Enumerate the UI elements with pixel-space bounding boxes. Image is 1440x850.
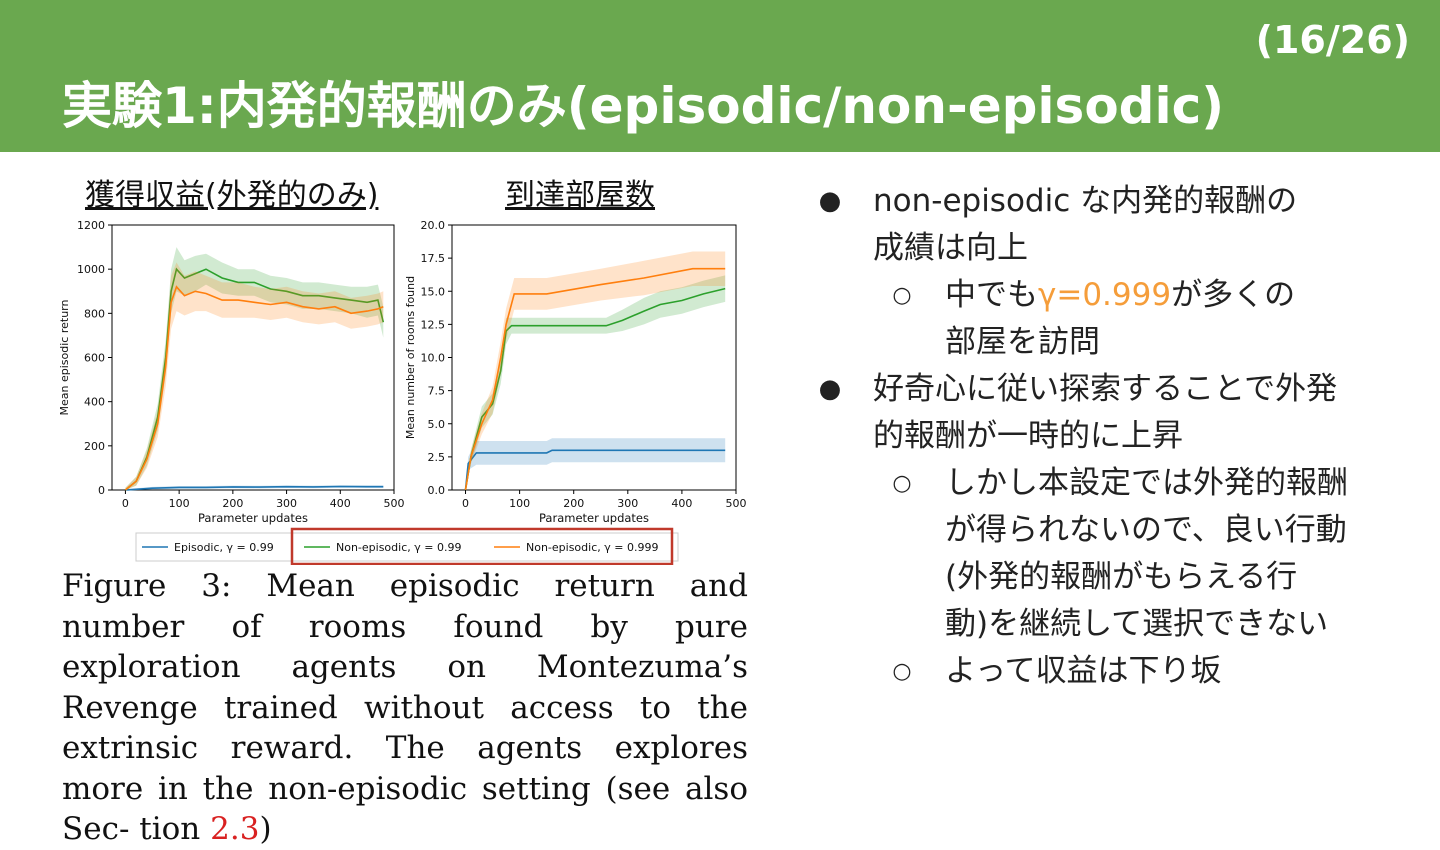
bullet-2: ● 好奇心に従い探索することで外発 的報酬が一時的に上昇	[815, 366, 1415, 460]
bullet-dot: ●	[818, 186, 842, 216]
right-chart-heading: 到達部屋数	[505, 178, 655, 213]
slide-title: 実験1:内発的報酬のみ(episodic/non-episodic)	[62, 77, 1225, 135]
figure-caption: Figure 3: Mean episodic return and numbe…	[62, 566, 748, 850]
legend-label-1: Non-episodic, γ = 0.99	[336, 541, 461, 554]
return-chart-ytick-label: 1200	[77, 219, 105, 232]
return-chart-series-1-line	[124, 267, 385, 491]
return-chart-xtick-label: 0	[122, 497, 129, 510]
rooms-chart-xtick-label: 300	[617, 497, 638, 510]
legend-label-0: Episodic, γ = 0.99	[174, 541, 274, 554]
caption-section-link[interactable]: 2.3	[210, 811, 260, 847]
return-chart-series-1-band	[125, 247, 384, 490]
bullet-2-line-1: 好奇心に従い探索することで外発	[873, 371, 1338, 407]
left-chart-heading: 獲得収益(外発的のみ)	[85, 178, 379, 213]
rooms-chart-series-2-line	[464, 267, 726, 491]
return-chart-ytick-label: 600	[84, 352, 105, 365]
rooms-chart-ylabel: Mean number of rooms found	[404, 276, 417, 439]
rooms-chart-ytick-label: 15.0	[421, 285, 446, 298]
rooms-chart-ytick-label: 7.5	[428, 385, 446, 398]
return-chart-xtick-label: 500	[384, 497, 405, 510]
rooms-chart-xtick-label: 500	[726, 497, 747, 510]
return-chart-ytick-label: 1000	[77, 263, 105, 276]
bullet-2-sub-1-line-4: 動)を継続して選択できない	[945, 606, 1329, 642]
return-chart-series-2-band	[125, 262, 384, 490]
return-chart-xtick-label: 200	[222, 497, 243, 510]
bullet-2-sub-1-line-3: (外発的報酬がもらえる行	[945, 559, 1298, 595]
return-chart-series-2-line	[124, 285, 384, 491]
page-number: (16/26)	[1255, 18, 1410, 62]
sub1-prefix: 中でも	[945, 277, 1038, 313]
bullet-1-sub-1: ○ 中でもγ=0.999が多くの 部屋を訪問	[815, 272, 1415, 366]
return-chart-xlabel: Parameter updates	[198, 511, 308, 525]
rooms-chart-xtick-label: 200	[563, 497, 584, 510]
rooms-chart-series-2-band	[465, 251, 726, 490]
bullet-2-sub-2: ○ よって収益は下り坂	[815, 648, 1415, 695]
rooms-chart-xlabel: Parameter updates	[539, 511, 649, 525]
return-chart-ytick-label: 200	[84, 440, 105, 453]
bullet-2-line-2: 的報酬が一時的に上昇	[873, 418, 1183, 454]
sub-bullet-circle: ○	[892, 659, 912, 684]
bullet-1-sub-1-line-1: 中でもγ=0.999が多くの	[945, 272, 1415, 319]
return-chart-xtick-label: 400	[330, 497, 351, 510]
bullet-1-line-2: 成績は向上	[873, 230, 1028, 266]
bullet-2-sub-1-line-2: が得られないので、良い行動	[945, 512, 1347, 548]
caption-close: )	[259, 811, 272, 847]
return-chart-ylabel: Mean episodic return	[58, 299, 71, 415]
bullet-1: ● non-episodic な内発的報酬の 成績は向上	[815, 178, 1415, 272]
rooms-chart-ytick-label: 2.5	[428, 451, 446, 464]
bullet-2-sub-1: ○ しかし本設定では外発的報酬 が得られないので、良い行動 (外発的報酬がもらえ…	[815, 460, 1415, 648]
return-chart-xtick-label: 300	[276, 497, 297, 510]
bullet-2-sub-2-line-1: よって収益は下り坂	[945, 653, 1222, 689]
rooms-chart-series-1-line	[464, 287, 726, 491]
bullet-1-sub-1-line-2: 部屋を訪問	[945, 324, 1100, 360]
sub1-suffix: が多くの	[1171, 277, 1296, 313]
sub-bullet-circle: ○	[892, 471, 912, 496]
rooms-chart-xtick-label: 0	[462, 497, 469, 510]
figure-charts: 0 100 200 300 400 500020040060080010001200Par…	[58, 219, 747, 565]
bullet-dot: ●	[818, 374, 842, 404]
return-chart-ytick-label: 400	[84, 396, 105, 409]
return-chart-ytick-label: 800	[84, 307, 105, 320]
rooms-chart-xtick-label: 100	[509, 497, 530, 510]
bullet-2-sub-1-line-1: しかし本設定では外発的報酬	[945, 465, 1348, 501]
caption-text: Figure 3: Mean episodic return and numbe…	[62, 568, 748, 847]
return-chart-ytick-label: 0	[98, 484, 105, 497]
gamma-value: γ=0.999	[1038, 277, 1172, 313]
legend-box	[135, 532, 679, 562]
rooms-chart-series-1-band	[465, 275, 726, 490]
sub-bullet-circle: ○	[892, 283, 912, 308]
bullet-1-line-1: non-episodic な内発的報酬の	[873, 183, 1298, 219]
rooms-chart-ytick-label: 0.0	[428, 484, 446, 497]
legend-highlight-box	[290, 527, 674, 565]
slide-header: (16/26) 実験1:内発的報酬のみ(episodic/non-episodi…	[0, 0, 1440, 152]
rooms-chart-ytick-label: 12.5	[421, 318, 446, 331]
rooms-chart-xtick-label: 400	[671, 497, 692, 510]
rooms-chart-ytick-label: 5.0	[428, 418, 446, 431]
rooms-chart-series-0-line	[464, 449, 726, 491]
rooms-chart-series-0-band	[465, 438, 726, 490]
legend-label-2: Non-episodic, γ = 0.999	[526, 541, 658, 554]
return-chart-series-0-line	[125, 485, 384, 491]
return-chart-axes-frame	[111, 224, 395, 491]
return-chart-xtick-label: 100	[169, 497, 190, 510]
rooms-chart-ytick-label: 17.5	[421, 252, 446, 265]
rooms-chart-ytick-label: 10.0	[421, 352, 446, 365]
rooms-chart-ytick-label: 20.0	[421, 219, 446, 232]
bullet-list: ● non-episodic な内発的報酬の 成績は向上 ○ 中でもγ=0.99…	[815, 178, 1415, 695]
